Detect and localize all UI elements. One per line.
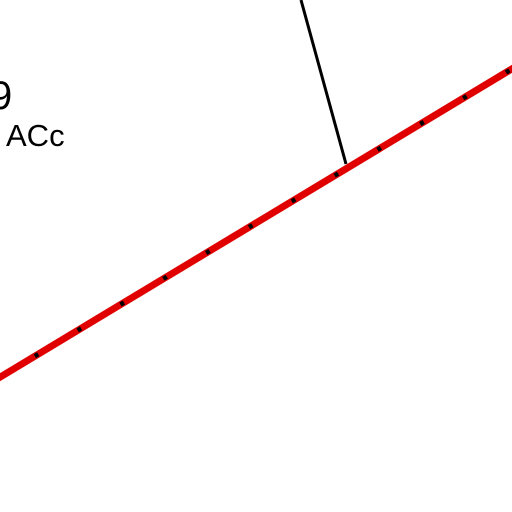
map-label-number: 9 [0, 74, 13, 118]
map-label-code: ACc [6, 118, 65, 153]
route-line-dash [0, 66, 512, 380]
leader-line [299, 0, 348, 165]
route-line-red[interactable] [0, 64, 512, 382]
